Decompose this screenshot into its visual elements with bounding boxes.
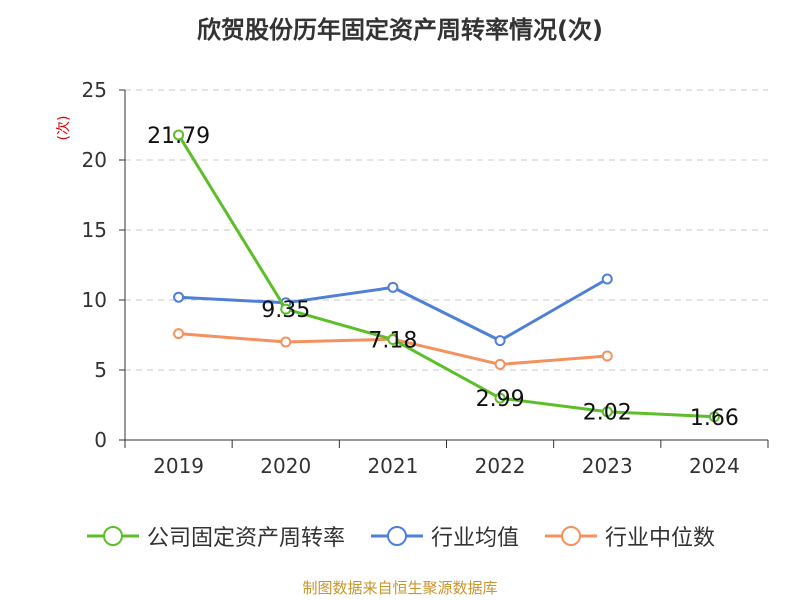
series-lines: [173, 129, 720, 423]
chart-title: 欣贺股份历年固定资产周转率情况(次): [197, 16, 603, 44]
grid-lines: [125, 89, 768, 371]
data-point: [387, 281, 399, 293]
legend-item[interactable]: 公司固定资产周转率: [85, 520, 345, 552]
y-tick-label: 5: [94, 358, 107, 382]
y-tick-label: 0: [94, 428, 107, 452]
legend-label: 公司固定资产周转率: [146, 526, 345, 551]
y-tick-label: 10: [82, 288, 107, 312]
data-point: [280, 303, 292, 315]
x-tick-label: 2024: [689, 454, 740, 478]
data-point: [601, 350, 613, 362]
y-tick-label: 25: [82, 78, 107, 102]
data-source-note: 制图数据来自恒生聚源数据库: [302, 579, 498, 597]
y-tick-label: 15: [82, 218, 107, 242]
series-line: [177, 134, 715, 419]
data-point: [494, 392, 506, 404]
data-label: 2.99: [476, 387, 525, 412]
data-point: [601, 406, 613, 418]
data-point: [601, 273, 613, 285]
legend-label: 行业中位数: [605, 526, 716, 551]
x-tick-label: 2021: [367, 454, 418, 478]
x-tick-label: 2019: [153, 454, 204, 478]
data-point: [173, 129, 185, 141]
legend-item[interactable]: 行业均值: [369, 520, 519, 552]
legend-swatch-marker: [102, 526, 123, 546]
y-tick-label: 20: [82, 148, 107, 172]
data-point: [708, 411, 720, 423]
x-tick-label: 2022: [475, 454, 526, 478]
axes: 0 5 10 15 20 25 2019 2020 2021 2022 2023 2024: [82, 78, 769, 478]
data-point: [173, 328, 185, 340]
x-tick-label: 2020: [260, 454, 311, 478]
data-labels: 21.79 9.35 7.18 2.99 2.02 1.66: [147, 124, 739, 431]
data-label: 9.35: [261, 298, 310, 323]
legend-swatch: [86, 526, 139, 546]
chart-legend: 公司固定资产周转率 行业均值 行业中位数: [0, 520, 800, 552]
y-axis-unit: (次): [56, 116, 72, 141]
x-tick-label: 2023: [582, 454, 633, 478]
legend-item[interactable]: 行业中位数: [543, 520, 715, 552]
data-point: [280, 336, 292, 348]
legend-swatch-marker: [386, 526, 407, 546]
legend-label: 行业均值: [430, 526, 519, 551]
data-label: 21.79: [147, 124, 210, 149]
legend-swatch: [370, 526, 423, 546]
data-label: 1.66: [690, 406, 739, 431]
data-point: [173, 291, 185, 303]
data-point: [494, 358, 506, 370]
legend-swatch-marker: [561, 526, 581, 546]
data-point: [494, 335, 506, 347]
legend-swatch: [545, 526, 597, 546]
data-label: 7.18: [368, 328, 417, 353]
data-label: 2.02: [583, 401, 632, 426]
data-point: [387, 333, 399, 345]
